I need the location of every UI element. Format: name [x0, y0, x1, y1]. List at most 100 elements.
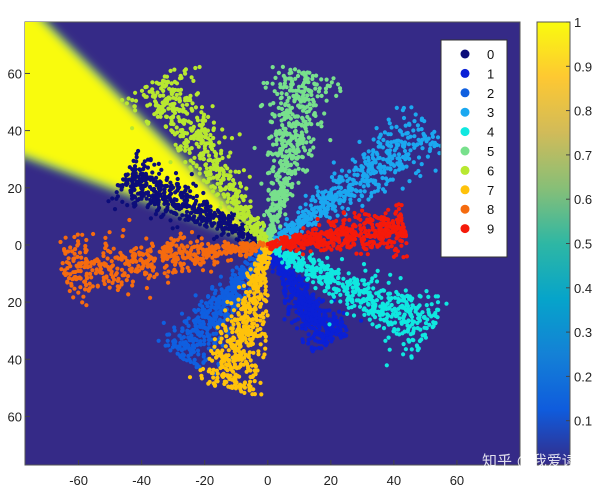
- point: [419, 117, 424, 123]
- point: [104, 243, 109, 248]
- point: [159, 214, 164, 219]
- point: [304, 272, 309, 277]
- point: [311, 261, 316, 266]
- point: [73, 275, 78, 280]
- point: [381, 137, 386, 143]
- point: [239, 264, 245, 269]
- point: [364, 173, 369, 178]
- point: [222, 249, 227, 254]
- point: [339, 168, 345, 173]
- point: [307, 299, 312, 304]
- point: [141, 92, 146, 98]
- point: [265, 80, 270, 86]
- point: [282, 143, 287, 148]
- point: [188, 329, 193, 334]
- point: [248, 289, 253, 294]
- point: [189, 106, 194, 111]
- point: [245, 364, 251, 369]
- point: [103, 235, 108, 240]
- point: [311, 145, 316, 150]
- point: [356, 216, 361, 221]
- point: [182, 235, 187, 240]
- point: [358, 181, 363, 186]
- point: [136, 264, 141, 269]
- point: [283, 212, 288, 217]
- point: [135, 269, 140, 274]
- point: [263, 284, 268, 289]
- point: [162, 74, 167, 79]
- point: [322, 289, 327, 294]
- point: [392, 320, 398, 325]
- point: [129, 269, 134, 274]
- point: [261, 80, 266, 86]
- point: [206, 153, 212, 158]
- point: [68, 245, 73, 250]
- point: [270, 193, 275, 198]
- point: [240, 248, 245, 253]
- point: [306, 332, 311, 337]
- point: [154, 80, 159, 85]
- point: [232, 362, 237, 367]
- point: [404, 241, 409, 246]
- point: [193, 183, 198, 188]
- point: [129, 249, 134, 254]
- point: [201, 217, 206, 222]
- point: [376, 185, 381, 190]
- point: [137, 250, 142, 255]
- point: [200, 304, 205, 309]
- point: [197, 171, 202, 176]
- point: [148, 197, 153, 203]
- point: [324, 308, 329, 313]
- point: [175, 176, 180, 182]
- point: [247, 388, 252, 393]
- point: [197, 222, 203, 227]
- point: [273, 131, 278, 136]
- point: [199, 105, 205, 110]
- point: [336, 281, 342, 286]
- point: [381, 326, 387, 331]
- point: [159, 167, 164, 172]
- point: [424, 303, 429, 308]
- point: [184, 142, 189, 148]
- point: [204, 166, 209, 171]
- point: [104, 275, 109, 280]
- point: [180, 103, 185, 108]
- point: [373, 158, 378, 163]
- point: [206, 341, 211, 346]
- point: [226, 285, 231, 290]
- point: [244, 321, 249, 326]
- point: [350, 182, 355, 187]
- point: [314, 312, 319, 317]
- point: [234, 329, 239, 334]
- point: [299, 265, 304, 270]
- point: [165, 241, 170, 246]
- point: [310, 309, 315, 314]
- point: [393, 309, 398, 314]
- point: [381, 157, 386, 162]
- point: [350, 187, 355, 192]
- point: [289, 259, 294, 264]
- point: [378, 132, 383, 137]
- point: [210, 223, 215, 228]
- point: [227, 248, 232, 253]
- point: [219, 359, 224, 364]
- point: [357, 139, 362, 144]
- point: [126, 292, 131, 297]
- point: [304, 268, 309, 273]
- point: [372, 213, 377, 219]
- point: [167, 332, 172, 337]
- point: [221, 173, 226, 178]
- point: [268, 119, 273, 124]
- point: [220, 348, 225, 353]
- point: [210, 284, 215, 290]
- point: [120, 234, 125, 239]
- point: [75, 232, 80, 237]
- point: [260, 102, 265, 108]
- point: [400, 108, 405, 113]
- point: [282, 131, 287, 136]
- point: [150, 80, 155, 85]
- point: [188, 158, 193, 163]
- point: [245, 271, 250, 276]
- point: [100, 270, 105, 275]
- point: [201, 252, 206, 257]
